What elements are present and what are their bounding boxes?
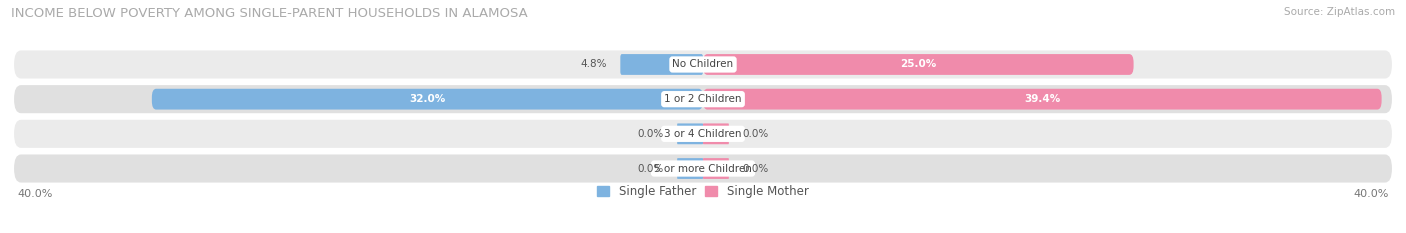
Text: 3 or 4 Children: 3 or 4 Children	[664, 129, 742, 139]
FancyBboxPatch shape	[14, 85, 1392, 113]
Text: 0.0%: 0.0%	[637, 129, 664, 139]
FancyBboxPatch shape	[703, 54, 1133, 75]
FancyBboxPatch shape	[703, 89, 1382, 110]
FancyBboxPatch shape	[703, 123, 728, 144]
Text: 39.4%: 39.4%	[1024, 94, 1060, 104]
Text: 0.0%: 0.0%	[637, 164, 664, 174]
Text: 5 or more Children: 5 or more Children	[654, 164, 752, 174]
FancyBboxPatch shape	[620, 54, 703, 75]
Text: 1 or 2 Children: 1 or 2 Children	[664, 94, 742, 104]
Text: No Children: No Children	[672, 59, 734, 69]
Text: 4.8%: 4.8%	[581, 59, 606, 69]
Text: 0.0%: 0.0%	[742, 129, 769, 139]
Text: 40.0%: 40.0%	[1353, 189, 1389, 199]
FancyBboxPatch shape	[14, 154, 1392, 183]
Text: 32.0%: 32.0%	[409, 94, 446, 104]
Text: 40.0%: 40.0%	[17, 189, 53, 199]
Text: INCOME BELOW POVERTY AMONG SINGLE-PARENT HOUSEHOLDS IN ALAMOSA: INCOME BELOW POVERTY AMONG SINGLE-PARENT…	[11, 7, 529, 20]
Legend: Single Father, Single Mother: Single Father, Single Mother	[593, 181, 813, 203]
FancyBboxPatch shape	[152, 89, 703, 110]
FancyBboxPatch shape	[678, 158, 703, 179]
FancyBboxPatch shape	[703, 158, 728, 179]
FancyBboxPatch shape	[14, 50, 1392, 79]
FancyBboxPatch shape	[678, 123, 703, 144]
Text: 25.0%: 25.0%	[900, 59, 936, 69]
Text: Source: ZipAtlas.com: Source: ZipAtlas.com	[1284, 7, 1395, 17]
Text: 0.0%: 0.0%	[742, 164, 769, 174]
FancyBboxPatch shape	[14, 120, 1392, 148]
